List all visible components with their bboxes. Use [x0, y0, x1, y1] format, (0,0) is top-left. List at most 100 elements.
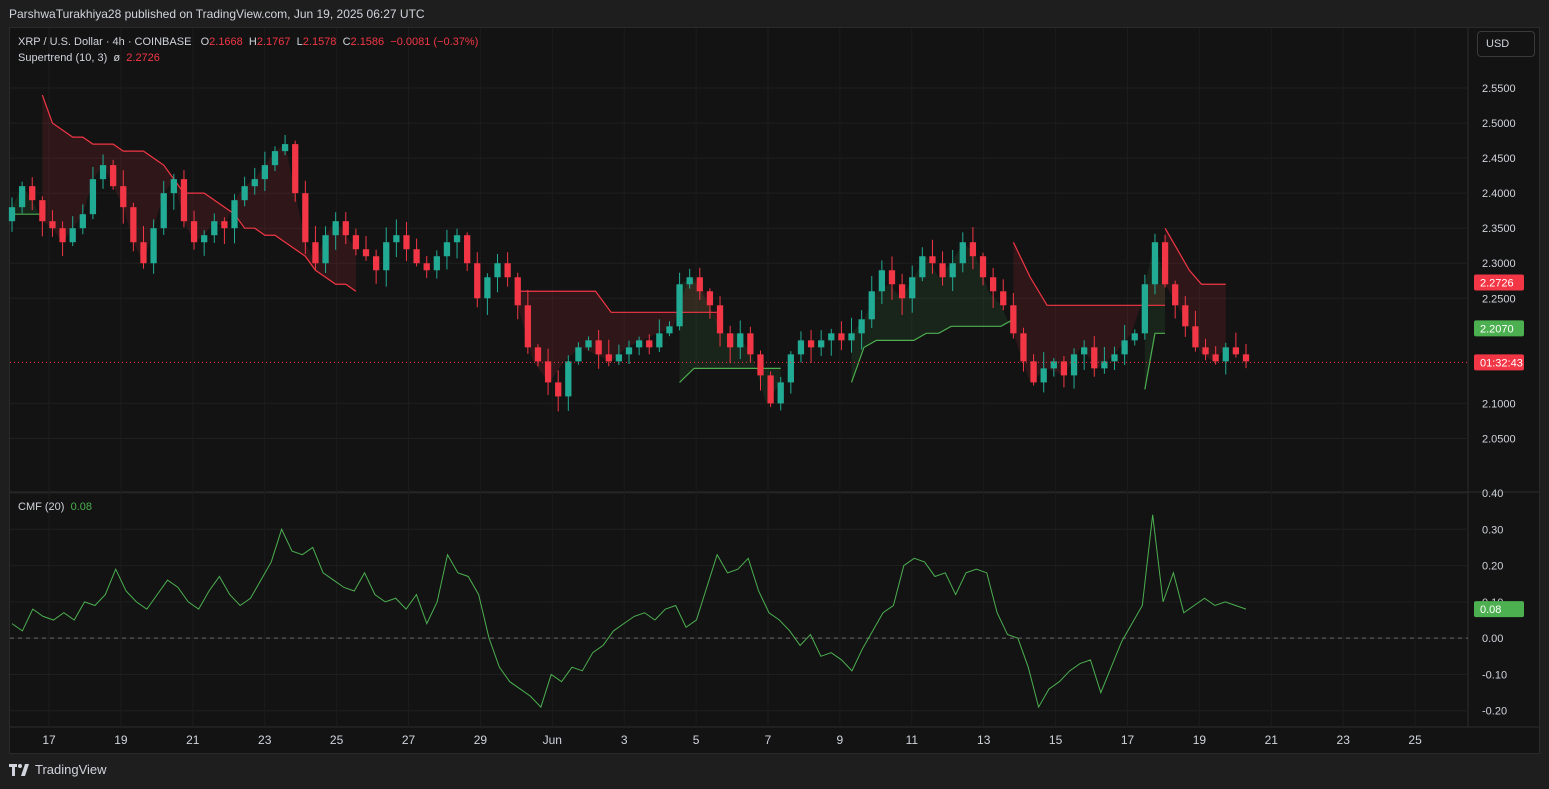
candle-body — [919, 256, 926, 278]
supertrend-up-line-fill — [1144, 242, 1166, 390]
cmf-badge: 0.08 — [1480, 604, 1501, 616]
candle-body — [1232, 347, 1240, 355]
candle-body — [1081, 347, 1088, 355]
candle-body — [878, 270, 886, 292]
low-label: L — [296, 36, 303, 48]
candle-body — [18, 186, 26, 208]
candle-body — [747, 333, 754, 355]
close-label: C — [342, 36, 351, 48]
candle-body — [352, 235, 360, 250]
candle-body — [1202, 347, 1209, 355]
candle-body — [1121, 340, 1128, 355]
candle-body — [1192, 326, 1199, 348]
supertrend-up-badge-bg — [1474, 274, 1524, 291]
candle-body — [160, 193, 167, 229]
time-tick-label: 19 — [1193, 733, 1207, 747]
candle-body — [565, 361, 572, 397]
candle-body — [1131, 333, 1138, 341]
supertrend-legend[interactable]: Supertrend (10, 3) ø 2.2726 — [18, 52, 160, 64]
footer-brand[interactable]: TradingView — [9, 762, 107, 777]
low-value: 2.1578 — [302, 36, 337, 48]
price-tick-label: 2.1000 — [1482, 398, 1516, 410]
supertrend-up-badge: 2.2726 — [1480, 277, 1514, 289]
candle-body — [787, 354, 794, 383]
time-tick-label: 21 — [186, 733, 200, 747]
candle-body — [130, 207, 137, 243]
top-bar: ParshwaTurakhiya28 published on TradingV… — [0, 0, 1549, 28]
candle-body — [646, 340, 653, 348]
countdown-badge: 01:32:43 — [1480, 357, 1523, 369]
candle-body — [666, 326, 673, 334]
candle-body — [261, 165, 269, 180]
price-tick-label: 2.3500 — [1482, 223, 1516, 235]
candle-body — [413, 249, 420, 264]
candle-body — [342, 221, 349, 236]
currency-button[interactable]: USD — [1477, 31, 1535, 57]
candle-body — [979, 256, 987, 278]
candle-body — [170, 179, 177, 194]
candle-body — [1060, 361, 1068, 376]
candle-body — [605, 354, 612, 362]
time-tick-label: 25 — [1408, 733, 1422, 747]
candle-body — [909, 277, 916, 299]
time-tick-label: Jun — [543, 733, 562, 747]
candle-body — [99, 165, 107, 180]
candle-body — [383, 242, 390, 271]
supertrend-up-line — [679, 367, 781, 383]
supertrend-up-line-fill — [851, 242, 1014, 383]
time-tick-label: 13 — [977, 733, 991, 747]
candle-body — [767, 375, 774, 404]
cmf-legend[interactable]: CMF (20) 0.08 — [18, 501, 92, 513]
time-tick-label: 27 — [402, 733, 416, 747]
candle-body — [231, 200, 238, 229]
candle-body — [585, 340, 592, 348]
candle-body — [464, 235, 471, 264]
time-tick-label: 21 — [1265, 733, 1279, 747]
candle-body — [514, 277, 521, 306]
candle-body — [1141, 284, 1148, 334]
supertrend-label: Supertrend (10, 3) — [18, 52, 108, 64]
price-tick-label: 2.5500 — [1482, 83, 1516, 95]
supertrend-up-line — [850, 318, 1014, 383]
cmf-tick-label: 0.40 — [1482, 488, 1503, 500]
candle-body — [433, 256, 440, 271]
candle-body — [888, 270, 896, 285]
candle-body — [1182, 305, 1189, 327]
price-tick-label: 2.5000 — [1482, 118, 1516, 130]
cmf-badge-bg — [1474, 601, 1524, 618]
candle-body — [797, 340, 805, 355]
candle-body — [362, 249, 370, 257]
cmf-tick-label: 0.00 — [1482, 633, 1503, 645]
price-tick-label: 2.4000 — [1482, 188, 1516, 200]
time-tick-label: 19 — [114, 733, 128, 747]
candle-body — [757, 354, 764, 376]
candle-body — [29, 186, 36, 201]
candle-body — [828, 333, 835, 341]
high-value: 2.1767 — [256, 36, 291, 48]
footer-brand-label: TradingView — [35, 762, 107, 777]
candle-body — [201, 235, 208, 243]
candle-body — [504, 263, 511, 278]
candle-body — [312, 242, 319, 264]
candle-body — [89, 179, 97, 215]
candle-body — [807, 340, 815, 348]
chart-frame[interactable] — [9, 27, 1540, 754]
cmf-tick-label: -0.20 — [1482, 706, 1507, 718]
candle-body — [1040, 368, 1047, 383]
time-tick-label: 9 — [837, 733, 844, 747]
candle-body — [1172, 284, 1179, 306]
candle-body — [140, 242, 147, 264]
candle-body — [443, 242, 451, 257]
candle-body — [1070, 354, 1078, 376]
candle-body — [848, 333, 855, 341]
candle-body — [120, 186, 127, 208]
symbol-label[interactable]: XRP / U.S. Dollar · 4h · COINBASE — [18, 36, 192, 48]
candle-body — [1242, 354, 1250, 362]
candle-body — [727, 333, 734, 348]
candle-body — [1151, 242, 1159, 285]
time-tick-label: 5 — [693, 733, 700, 747]
candle-body — [271, 151, 279, 166]
tradingview-logo-icon — [9, 763, 29, 776]
candle-body — [1000, 291, 1007, 306]
